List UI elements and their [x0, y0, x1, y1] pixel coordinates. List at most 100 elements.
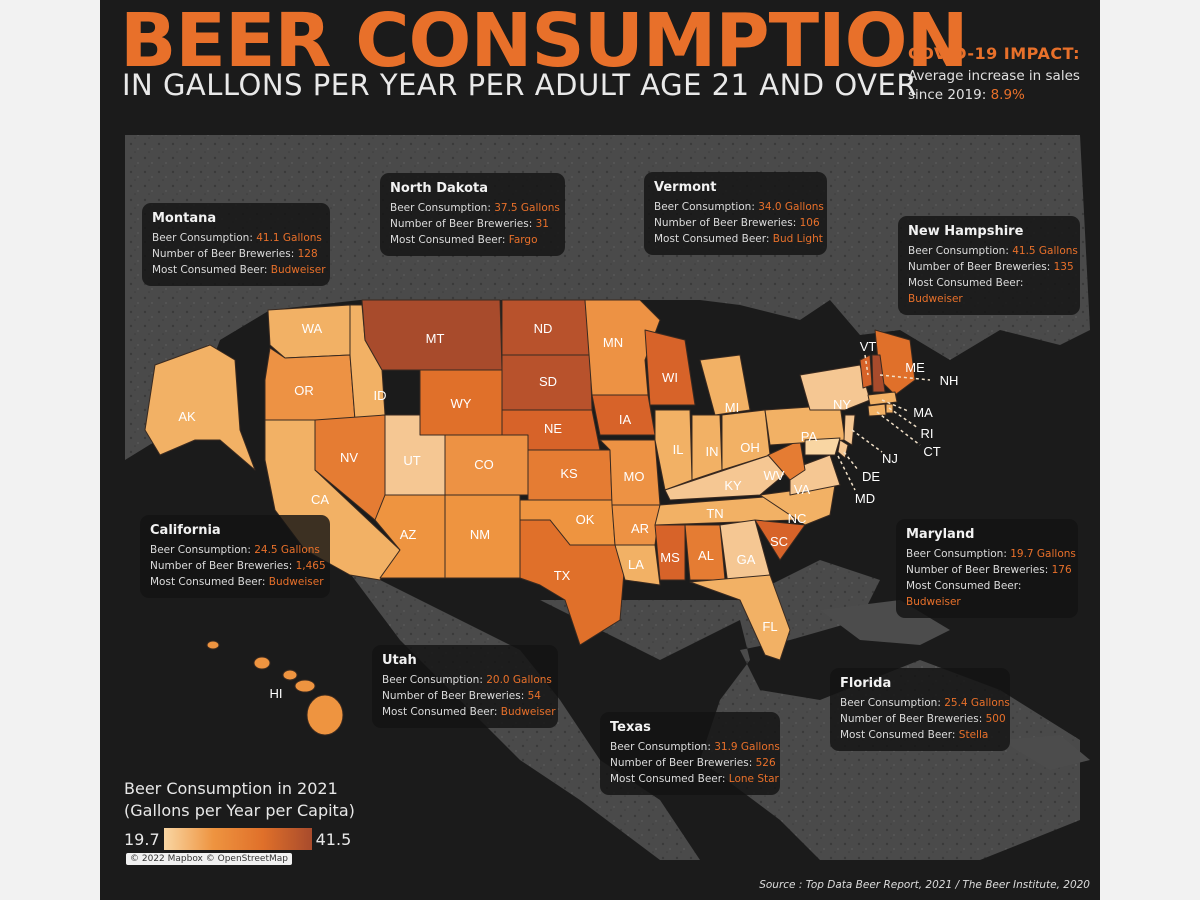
card-montana: Montana Beer Consumption: 41.1 Gallons N…	[142, 203, 330, 286]
card-beer-value: Budweiser	[500, 706, 556, 718]
card-texas: Texas Beer Consumption: 31.9 Gallons Num…	[600, 712, 780, 795]
card-consumption-value: 25.4 Gallons	[944, 697, 1010, 709]
card-breweries-value: 526	[755, 757, 776, 769]
card-state-name: Utah	[382, 653, 417, 668]
card-consumption-line: Beer Consumption: 20.0 Gallons	[382, 672, 552, 688]
card-consumption-value: 34.0 Gallons	[758, 201, 824, 213]
card-consumption-label: Beer Consumption:	[906, 548, 1011, 560]
card-beer-line: Most Consumed Beer: Budweiser	[908, 275, 1070, 307]
state-label-RI: RI	[921, 426, 934, 441]
state-label-MD: MD	[855, 491, 875, 506]
card-beer-line: Most Consumed Beer: Bud Light	[654, 231, 823, 247]
state-label-VT: VT	[860, 339, 877, 354]
state-label-VA: VA	[794, 482, 811, 497]
card-breweries-value: 176	[1051, 564, 1072, 576]
card-state-name: Texas	[610, 720, 651, 735]
state-WI	[644, 329, 696, 406]
map-attribution[interactable]: © 2022 Mapbox © OpenStreetMap	[126, 853, 292, 865]
card-breweries-value: 500	[985, 713, 1006, 725]
card-consumption-value: 41.1 Gallons	[256, 232, 322, 244]
card-consumption-label: Beer Consumption:	[382, 674, 487, 686]
card-consumption-label: Beer Consumption:	[150, 544, 255, 556]
state-label-ME: ME	[905, 360, 925, 375]
state-label-SD: SD	[539, 374, 557, 389]
card-consumption-line: Beer Consumption: 37.5 Gallons	[390, 200, 560, 216]
state-label-IL: IL	[673, 442, 684, 457]
card-new-hampshire: New Hampshire Beer Consumption: 41.5 Gal…	[898, 216, 1080, 315]
state-label-MN: MN	[603, 335, 623, 350]
state-TN	[654, 494, 796, 526]
card-breweries-label: Number of Beer Breweries:	[654, 217, 800, 229]
card-beer-value: Budweiser	[906, 596, 961, 608]
state-label-TN: TN	[706, 506, 723, 521]
state-label-KS: KS	[560, 466, 578, 481]
card-breweries-line: Number of Beer Breweries: 106	[654, 215, 820, 231]
card-consumption-label: Beer Consumption:	[654, 201, 759, 213]
state-label-SC: SC	[770, 534, 788, 549]
card-breweries-line: Number of Beer Breweries: 500	[840, 711, 1006, 727]
state-label-CA: CA	[311, 492, 329, 507]
state-DE	[837, 439, 849, 459]
infographic: WA OR CA ID NV MT WY UT AZ CO NM ND SD N…	[100, 0, 1100, 900]
card-breweries-label: Number of Beer Breweries:	[610, 757, 756, 769]
legend-title-line1: Beer Consumption in 2021	[124, 779, 338, 798]
state-NH	[871, 354, 886, 393]
state-label-NV: NV	[340, 450, 358, 465]
card-beer-label: Most Consumed Beer:	[654, 233, 773, 245]
card-breweries-label: Number of Beer Breweries:	[840, 713, 986, 725]
state-SC	[754, 519, 806, 561]
state-HI	[206, 640, 344, 736]
card-breweries-line: Number of Beer Breweries: 128	[152, 246, 320, 262]
covid-line2-prefix: since 2019:	[908, 87, 991, 103]
card-breweries-value: 1,465	[295, 560, 326, 572]
state-label-KY: KY	[724, 478, 742, 493]
state-label-AL: AL	[698, 548, 714, 563]
state-labels: WA OR CA ID NV MT WY UT AZ CO NM ND SD N…	[178, 321, 958, 701]
card-beer-label: Most Consumed Beer:	[908, 277, 1024, 289]
state-label-MA: MA	[913, 405, 933, 420]
state-AK	[144, 344, 256, 471]
card-beer-line: Most Consumed Beer: Lone Star	[610, 771, 779, 787]
card-california: California Beer Consumption: 24.5 Gallon…	[140, 515, 330, 598]
card-consumption-line: Beer Consumption: 24.5 Gallons	[150, 542, 320, 558]
state-label-UT: UT	[403, 453, 420, 468]
card-breweries-value: 54	[527, 690, 541, 702]
state-label-ID: ID	[374, 388, 387, 403]
state-label-CT: CT	[923, 444, 940, 459]
state-label-NC: NC	[788, 511, 807, 526]
state-label-TX: TX	[554, 568, 571, 583]
source-note: Source : Top Data Beer Report, 2021 / Th…	[759, 879, 1090, 891]
state-LA	[614, 544, 661, 586]
state-NY	[799, 364, 871, 411]
state-label-AR: AR	[631, 521, 649, 536]
card-beer-line: Most Consumed Beer: Stella	[840, 727, 1000, 743]
card-consumption-line: Beer Consumption: 19.7 Gallons	[906, 546, 1076, 562]
state-MI	[699, 354, 751, 416]
card-breweries-label: Number of Beer Breweries:	[152, 248, 298, 260]
covid-value: 8.9%	[990, 87, 1025, 103]
card-consumption-value: 24.5 Gallons	[254, 544, 320, 556]
card-breweries-line: Number of Beer Breweries: 135	[908, 259, 1074, 275]
state-label-NH: NH	[940, 373, 959, 388]
legend-scale: 19.7 41.5	[124, 828, 355, 850]
card-breweries-value: 106	[799, 217, 820, 229]
covid-heading: COVID-19 IMPACT:	[908, 44, 1080, 63]
state-WV	[767, 439, 806, 481]
state-label-DE: DE	[862, 469, 880, 484]
legend-max: 41.5	[315, 829, 352, 849]
card-beer-value: Stella	[958, 729, 989, 741]
page-subtitle: IN GALLONS PER YEAR PER ADULT AGE 21 AND…	[122, 68, 917, 102]
state-label-IN: IN	[706, 444, 719, 459]
state-label-WV: WV	[764, 468, 785, 483]
state-label-OR: OR	[294, 383, 314, 398]
state-label-AZ: AZ	[400, 527, 417, 542]
state-label-WI: WI	[662, 370, 678, 385]
state-VA	[789, 454, 841, 496]
card-state-name: Maryland	[906, 527, 975, 542]
state-label-HI: HI	[270, 686, 283, 701]
card-consumption-label: Beer Consumption:	[152, 232, 257, 244]
card-beer-label: Most Consumed Beer:	[840, 729, 959, 741]
card-vermont: Vermont Beer Consumption: 34.0 Gallons N…	[644, 172, 827, 255]
card-beer-label: Most Consumed Beer:	[906, 580, 1022, 592]
card-consumption-line: Beer Consumption: 34.0 Gallons	[654, 199, 824, 215]
